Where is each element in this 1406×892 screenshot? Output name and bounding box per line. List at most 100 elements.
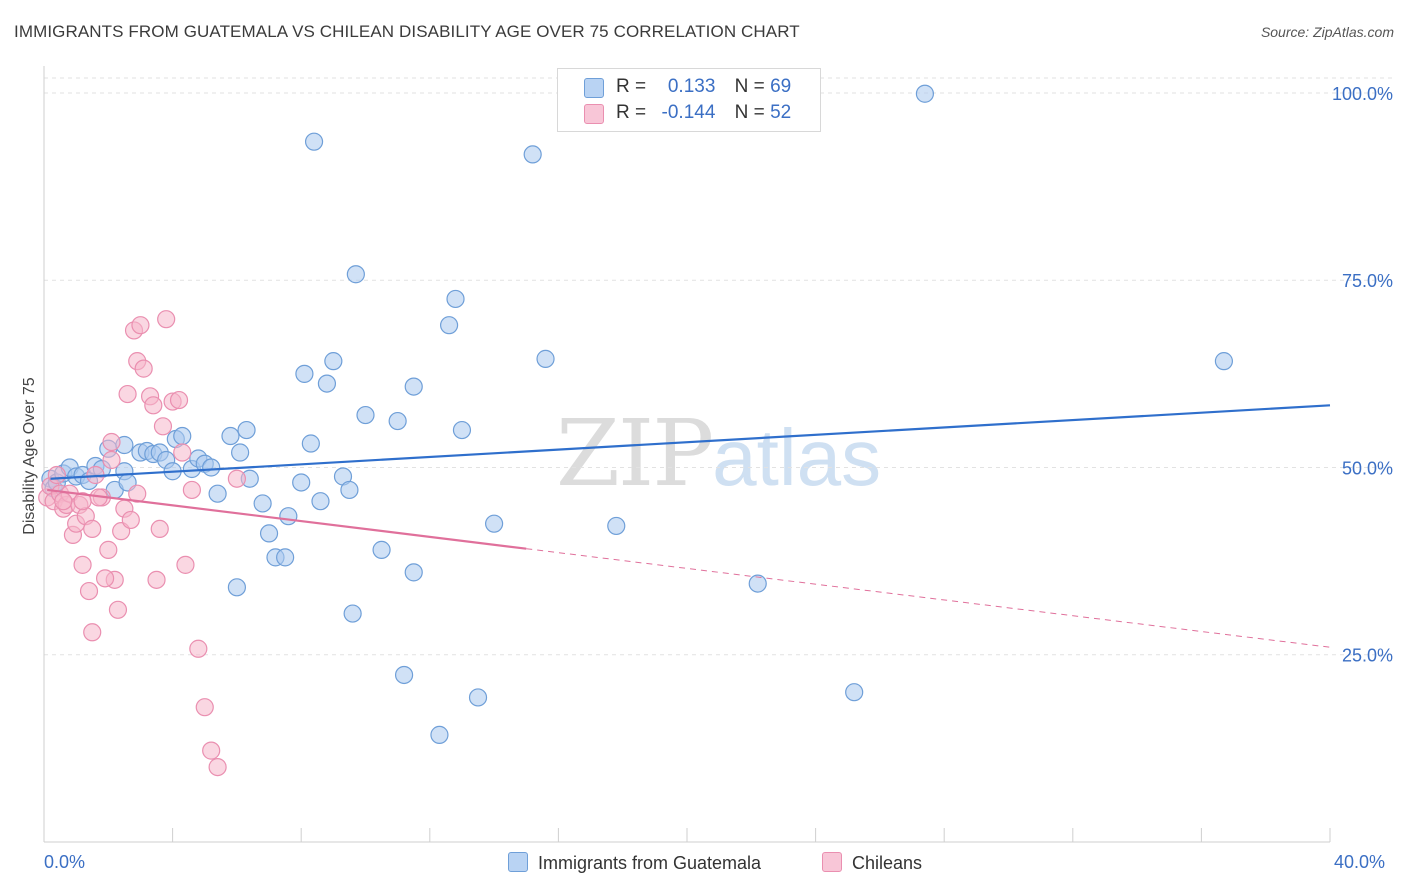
data-point-chileans <box>189 639 208 658</box>
y-tick-label: 100.0% <box>1332 84 1393 104</box>
trend-line-chileans <box>47 488 527 550</box>
data-point-guatemala <box>301 434 320 453</box>
data-point-chileans <box>95 569 115 588</box>
data-point-guatemala <box>388 411 407 431</box>
y-tick-label: 50.0% <box>1342 458 1393 478</box>
data-point-guatemala <box>346 265 365 284</box>
data-point-chileans <box>195 698 214 717</box>
data-point-chileans <box>54 492 73 511</box>
data-point-guatemala <box>1214 352 1234 371</box>
data-point-guatemala <box>292 473 311 492</box>
data-point-guatemala <box>356 405 375 425</box>
legend-text-guatemala: R = 0.133 N = 69 <box>616 76 791 98</box>
data-point-chileans <box>169 390 189 410</box>
data-point-chileans <box>144 396 163 415</box>
data-point-guatemala <box>237 420 256 440</box>
data-point-guatemala <box>485 514 504 533</box>
legend-n-label: N = <box>734 76 765 97</box>
data-point-guatemala <box>259 524 279 543</box>
data-point-chileans <box>147 570 166 589</box>
data-point-guatemala <box>340 480 359 500</box>
data-point-chileans <box>83 519 102 539</box>
data-point-chileans <box>202 741 221 760</box>
data-point-guatemala <box>439 316 459 335</box>
bottom-legend-chileans: Chileans <box>822 852 922 874</box>
bottom-legend-guatemala: Immigrants from Guatemala <box>508 852 761 874</box>
bottom-legend-swatch-pink <box>822 852 842 872</box>
data-point-guatemala <box>317 374 337 393</box>
data-point-guatemala <box>279 507 298 526</box>
data-point-guatemala <box>324 352 343 371</box>
x-tick-label-min: 0.0% <box>44 852 86 872</box>
legend-swatch-pink <box>584 104 604 124</box>
data-point-guatemala <box>523 145 542 164</box>
data-point-chileans <box>73 492 92 511</box>
data-point-chileans <box>134 359 153 378</box>
data-point-guatemala <box>276 548 295 567</box>
data-point-chileans <box>73 555 92 574</box>
data-point-guatemala <box>536 349 555 368</box>
data-point-chileans <box>102 432 121 452</box>
data-point-guatemala <box>404 377 423 396</box>
y-tick-label: 75.0% <box>1342 271 1393 291</box>
data-point-chileans <box>118 384 137 404</box>
legend-n-value: 52 <box>770 102 792 123</box>
legend-r-label: R = <box>616 76 647 97</box>
data-point-chileans <box>108 600 128 619</box>
legend-swatch-blue <box>584 78 604 98</box>
data-point-chileans <box>99 540 118 559</box>
watermark-zip: ZIP <box>556 400 714 507</box>
data-point-chileans <box>157 310 176 329</box>
data-point-guatemala <box>468 688 488 707</box>
data-point-chileans <box>153 417 173 436</box>
watermark-atlas: atlas <box>712 413 882 502</box>
data-point-guatemala <box>452 420 472 440</box>
correlation-legend: R = 0.133 N = 69 R = -0.144 N = 52 <box>557 68 821 132</box>
data-point-guatemala <box>208 484 227 503</box>
chart-source: Source: ZipAtlas.com <box>1260 24 1394 40</box>
data-point-guatemala <box>394 665 414 685</box>
data-point-guatemala <box>202 458 221 477</box>
data-point-guatemala <box>231 443 250 462</box>
data-point-guatemala <box>607 516 626 536</box>
data-point-chileans <box>131 316 150 335</box>
bottom-legend-swatch-blue <box>508 852 528 872</box>
watermark: ZIPatlas <box>556 400 881 507</box>
data-point-guatemala <box>915 84 935 103</box>
data-point-chileans <box>47 465 66 485</box>
chart-title: IMMIGRANTS FROM GUATEMALA VS CHILEAN DIS… <box>14 22 800 41</box>
data-point-chileans <box>182 480 201 500</box>
data-point-chileans <box>102 450 121 470</box>
legend-r-value: -0.144 <box>661 102 716 123</box>
data-point-chileans <box>79 581 99 601</box>
data-point-guatemala <box>253 494 272 513</box>
data-point-guatemala <box>343 604 362 623</box>
data-point-guatemala <box>173 426 192 446</box>
bottom-legend-label-guatemala: Immigrants from Guatemala <box>538 853 762 873</box>
data-point-chileans <box>173 443 192 462</box>
data-point-chileans <box>150 519 169 539</box>
data-point-guatemala <box>295 364 314 383</box>
legend-r-label: R = <box>616 102 647 123</box>
trend-line-extension-chileans <box>526 548 1331 648</box>
data-point-guatemala <box>227 578 246 597</box>
data-point-guatemala <box>304 132 324 151</box>
data-point-chileans <box>176 555 195 574</box>
data-point-guatemala <box>748 574 767 593</box>
legend-n-value: 69 <box>770 76 792 97</box>
legend-r-value: 0.133 <box>667 76 716 97</box>
trend-line-guatemala <box>50 404 1331 480</box>
data-point-guatemala <box>372 540 391 559</box>
x-tick-label-max: 40.0% <box>1334 852 1386 872</box>
legend-n-label: N = <box>734 102 765 123</box>
bottom-legend-label-chileans: Chileans <box>852 853 923 873</box>
legend-text-chileans: R = -0.144 N = 52 <box>616 102 791 124</box>
data-point-chileans <box>208 757 227 777</box>
data-point-chileans <box>121 510 140 530</box>
data-point-guatemala <box>845 683 864 702</box>
data-point-chileans <box>83 623 102 642</box>
data-point-guatemala <box>311 492 330 511</box>
data-point-guatemala <box>404 563 423 582</box>
data-point-chileans <box>128 484 147 503</box>
